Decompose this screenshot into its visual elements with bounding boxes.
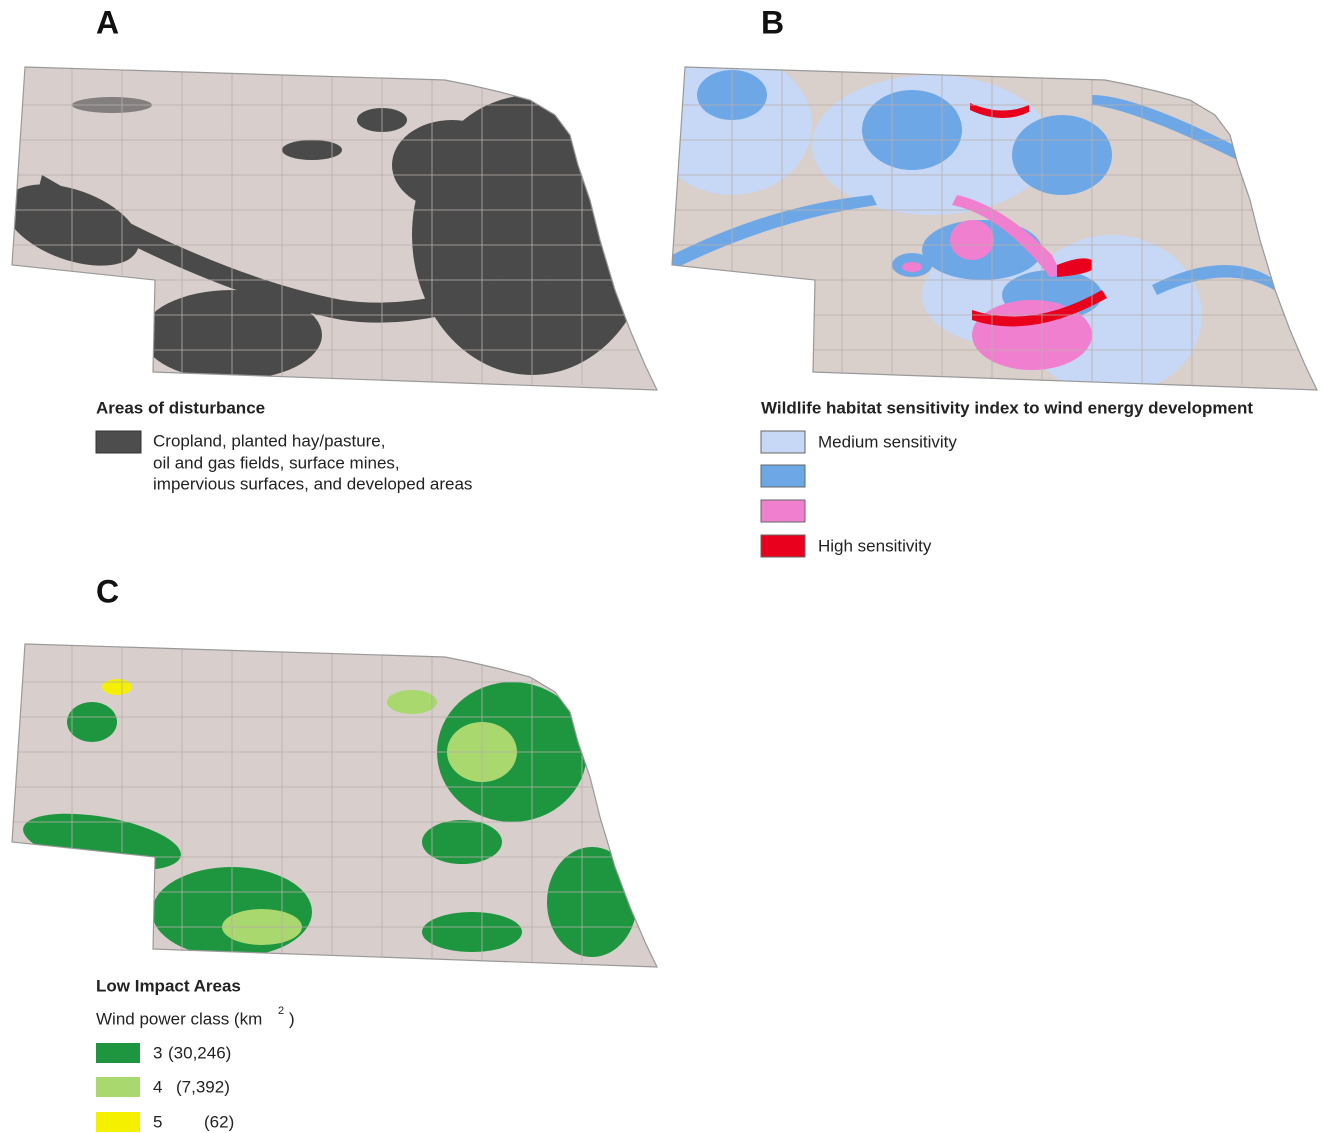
panel-letter: A: [96, 4, 119, 40]
legend-title: Areas of disturbance: [96, 398, 265, 417]
legend-swatch: [96, 1077, 140, 1097]
legend-area: (62): [204, 1112, 234, 1131]
legend-swatch: [95, 430, 142, 454]
legend-class: 4: [153, 1077, 162, 1096]
legend-swatch: [96, 1043, 140, 1063]
legend-superscript: 2: [278, 1005, 284, 1017]
panel-letter: B: [761, 4, 784, 40]
legend-label: oil and gas fields, surface mines,: [153, 453, 400, 472]
legend-label: Medium sensitivity: [818, 432, 957, 451]
legend-swatch: [760, 534, 806, 558]
legend-swatch: [96, 1112, 140, 1132]
legend-swatch: [760, 499, 806, 523]
legend-label: Cropland, planted hay/pasture,: [153, 431, 386, 450]
panel-letter: C: [96, 573, 119, 609]
legend-subtitle: ): [289, 1009, 295, 1028]
map-a: [11, 66, 658, 391]
legend-title: Wildlife habitat sensitivity index to wi…: [761, 398, 1253, 417]
legend-subtitle: Wind power class (km: [96, 1009, 262, 1028]
legend-area: (7,392): [176, 1077, 230, 1096]
map-c: [11, 643, 658, 968]
legend-swatch: [760, 430, 806, 454]
map-b: [671, 66, 1318, 391]
legend-class: 3: [153, 1043, 162, 1062]
legend-label: impervious surfaces, and developed areas: [153, 474, 472, 493]
legend-class: 5: [153, 1112, 162, 1131]
legend-swatch: [760, 464, 806, 488]
legend-area: (30,246): [168, 1043, 231, 1062]
legend-title: Low Impact Areas: [96, 976, 241, 995]
legend-label: High sensitivity: [818, 536, 932, 555]
